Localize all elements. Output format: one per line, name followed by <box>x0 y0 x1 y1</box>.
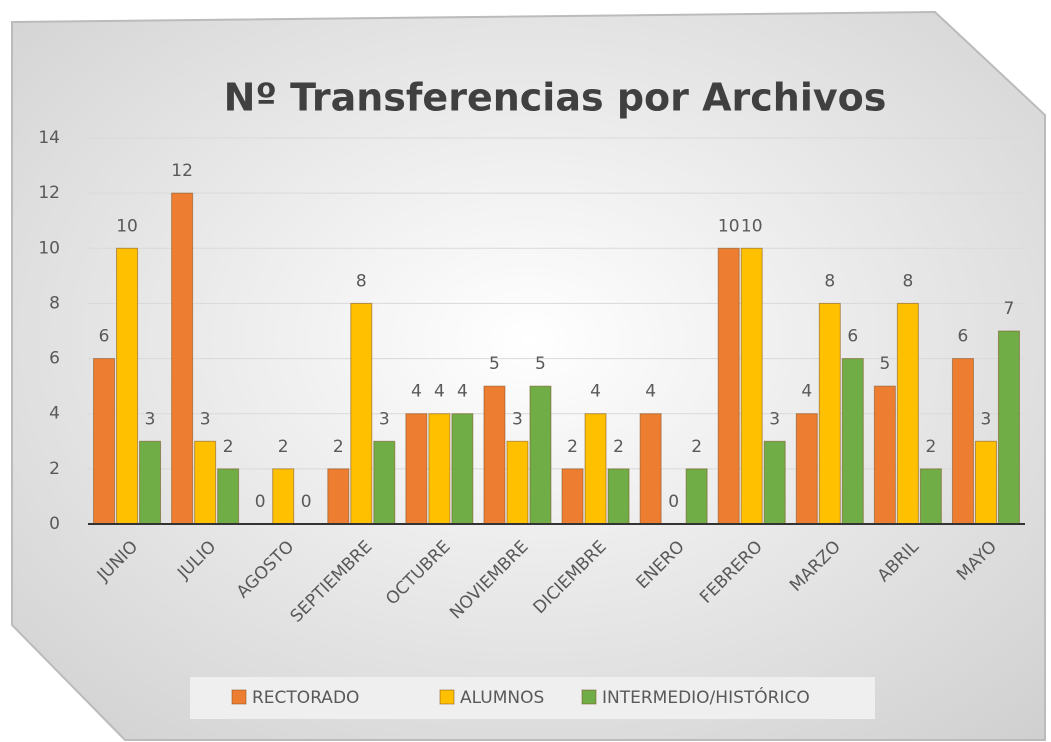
bar <box>93 358 116 525</box>
legend-label: ALUMNOS <box>460 688 544 708</box>
bar <box>529 385 552 525</box>
data-label: 0 <box>255 492 266 512</box>
bar <box>428 413 451 525</box>
bar <box>763 440 786 525</box>
data-label: 2 <box>925 437 936 457</box>
legend-swatch <box>231 689 247 705</box>
data-label: 2 <box>278 437 289 457</box>
bar <box>740 247 763 525</box>
bar <box>116 247 139 525</box>
data-label: 2 <box>223 437 234 457</box>
data-label: 0 <box>668 492 679 512</box>
y-tick-label: 2 <box>49 459 60 479</box>
legend-swatch <box>581 689 597 705</box>
data-label: 5 <box>535 354 546 374</box>
data-label: 2 <box>691 437 702 457</box>
data-label: 8 <box>902 271 913 291</box>
data-label: 3 <box>379 409 390 429</box>
data-label: 2 <box>613 437 624 457</box>
data-label: 8 <box>824 271 835 291</box>
bar <box>373 440 396 525</box>
legend-label: INTERMEDIO/HISTÓRICO <box>602 686 810 708</box>
bar <box>795 413 818 525</box>
bar <box>919 468 942 525</box>
data-label: 7 <box>1004 299 1015 319</box>
bar <box>194 440 217 525</box>
bar <box>405 413 428 525</box>
data-label: 3 <box>512 409 523 429</box>
data-label: 3 <box>981 409 992 429</box>
bar <box>639 413 662 525</box>
legend-box <box>190 677 875 719</box>
bar <box>139 440 162 525</box>
bar <box>584 413 607 525</box>
bar <box>506 440 529 525</box>
legend-swatch <box>439 689 455 705</box>
bar <box>685 468 708 525</box>
data-label: 5 <box>879 354 890 374</box>
y-tick-label: 4 <box>49 404 60 424</box>
y-tick-label: 8 <box>49 293 60 313</box>
chart-title: Nº Transferencias por Archivos <box>224 76 887 120</box>
card-background <box>11 10 1046 741</box>
bar <box>561 468 584 525</box>
y-tick-label: 6 <box>49 349 60 369</box>
bar <box>451 413 474 525</box>
data-label: 6 <box>958 327 969 347</box>
bar <box>717 247 740 525</box>
data-label: 4 <box>457 382 468 402</box>
data-label: 8 <box>356 271 367 291</box>
bar <box>997 330 1020 525</box>
bar <box>607 468 630 525</box>
data-label: 2 <box>333 437 344 457</box>
data-label: 4 <box>801 382 812 402</box>
bar <box>841 358 864 525</box>
bar <box>951 358 974 525</box>
y-tick-label: 0 <box>49 514 60 534</box>
bar <box>896 302 919 525</box>
data-label: 6 <box>99 327 110 347</box>
data-label: 3 <box>769 409 780 429</box>
data-label: 4 <box>434 382 445 402</box>
y-tick-label: 12 <box>38 183 60 203</box>
data-label: 6 <box>847 327 858 347</box>
data-label: 3 <box>200 409 211 429</box>
data-label: 10 <box>718 216 740 236</box>
legend-label: RECTORADO <box>252 688 359 708</box>
data-label: 0 <box>301 492 312 512</box>
data-label: 4 <box>411 382 422 402</box>
data-label: 10 <box>741 216 763 236</box>
bar <box>350 302 373 525</box>
data-label: 10 <box>116 216 138 236</box>
data-label: 3 <box>145 409 156 429</box>
bar <box>483 385 506 525</box>
data-label: 2 <box>567 437 578 457</box>
bar <box>171 192 194 525</box>
y-tick-label: 10 <box>38 238 60 258</box>
bar <box>327 468 350 525</box>
data-label: 4 <box>645 382 656 402</box>
y-tick-label: 14 <box>38 128 60 148</box>
bar <box>873 385 896 525</box>
bar <box>272 468 295 525</box>
bar <box>217 468 240 525</box>
data-label: 5 <box>489 354 500 374</box>
bar <box>818 302 841 525</box>
data-label: 4 <box>590 382 601 402</box>
data-label: 12 <box>171 161 193 181</box>
bar <box>974 440 997 525</box>
